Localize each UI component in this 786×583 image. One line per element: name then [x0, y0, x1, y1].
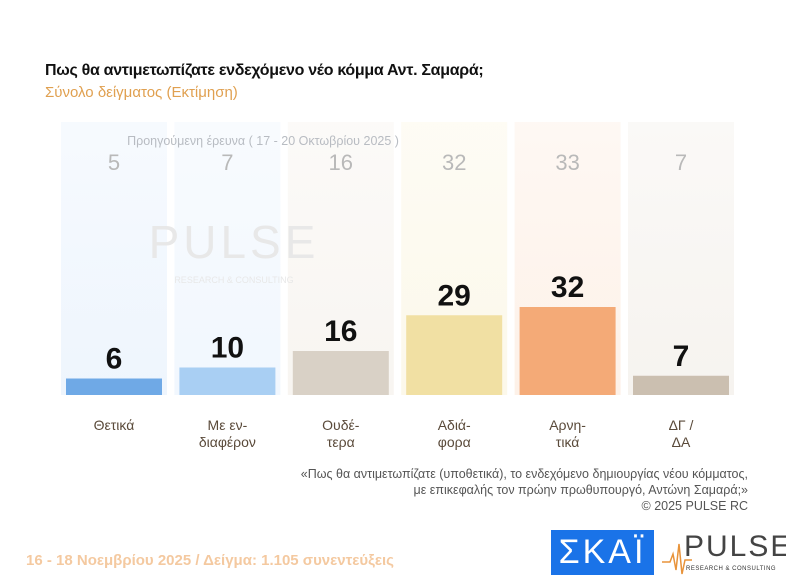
watermark-tag: RESEARCH & CONSULTING: [174, 275, 293, 285]
previous-column-bg: [628, 122, 734, 395]
bar-value-label: 7: [673, 340, 690, 373]
previous-value-label: 16: [329, 150, 353, 175]
bar-value-label: 10: [211, 332, 244, 365]
category-label: φορα: [438, 434, 471, 450]
previous-column-bg: [174, 122, 281, 395]
question-note: «Πως θα αντιμετωπίζατε (υποθετικά), το ε…: [301, 466, 748, 514]
bar-2: [292, 351, 389, 395]
previous-value-label: 32: [442, 150, 466, 175]
category-label: ΔΓ /: [669, 417, 694, 433]
note-line-1: «Πως θα αντιμετωπίζατε (υποθετικά), το ε…: [300, 467, 748, 481]
bar-3: [406, 315, 503, 395]
previous-survey-label: Προηγούμενη έρευνα ( 17 - 20 Οκτωβρίου 2…: [127, 134, 399, 148]
bar-value-label: 32: [551, 271, 584, 304]
copyright: © 2025 PULSE RC: [641, 499, 748, 513]
category-label: τικά: [556, 434, 580, 450]
skai-logo: ΣΚΑΪ: [551, 530, 654, 575]
bar-chart: Προηγούμενη έρευνα ( 17 - 20 Οκτωβρίου 2…: [61, 122, 734, 450]
bar-5: [633, 375, 729, 395]
category-label: ΔΑ: [672, 434, 691, 450]
category-label: διαφέρον: [199, 434, 256, 450]
category-label: Αρνη-: [549, 417, 586, 433]
previous-value-label: 7: [221, 150, 233, 175]
previous-column-bg: [61, 122, 167, 395]
previous-value-label: 5: [108, 150, 120, 175]
note-line-2: με επικεφαλής τον πρώην πρωθυπουργό, Αντ…: [413, 483, 748, 497]
bar-4: [519, 307, 616, 395]
previous-value-label: 33: [555, 150, 579, 175]
pulse-logo-word: PULSE: [684, 530, 786, 563]
bar-0: [66, 378, 162, 395]
chart-subtitle: Σύνολο δείγματος (Εκτίμηση): [45, 84, 238, 101]
watermark-word: PULSE: [149, 216, 320, 268]
category-label: Θετικά: [94, 417, 135, 433]
bar-value-label: 29: [438, 279, 471, 312]
category-label: Ουδέ-: [322, 417, 360, 433]
previous-value-label: 7: [675, 150, 687, 175]
chart-title: Πως θα αντιμετωπίζατε ενδεχόμενο νέο κόμ…: [45, 62, 484, 79]
footer-sample-info: 16 - 18 Νοεμβρίου 2025 / Δείγμα: 1.105 σ…: [26, 552, 394, 569]
category-label: τερα: [327, 434, 355, 450]
category-label: Με εν-: [208, 417, 248, 433]
previous-column-bg: [287, 122, 394, 395]
bar-value-label: 16: [324, 315, 357, 348]
pulse-wave-icon: [662, 543, 692, 575]
pulse-logo-tag: RESEARCH & CONSULTING: [686, 566, 777, 572]
pulse-logo: PULSE RESEARCH & CONSULTING: [662, 530, 786, 578]
bar-1: [179, 367, 276, 395]
bar-value-label: 6: [106, 343, 123, 376]
category-label: Αδιά-: [438, 417, 471, 433]
